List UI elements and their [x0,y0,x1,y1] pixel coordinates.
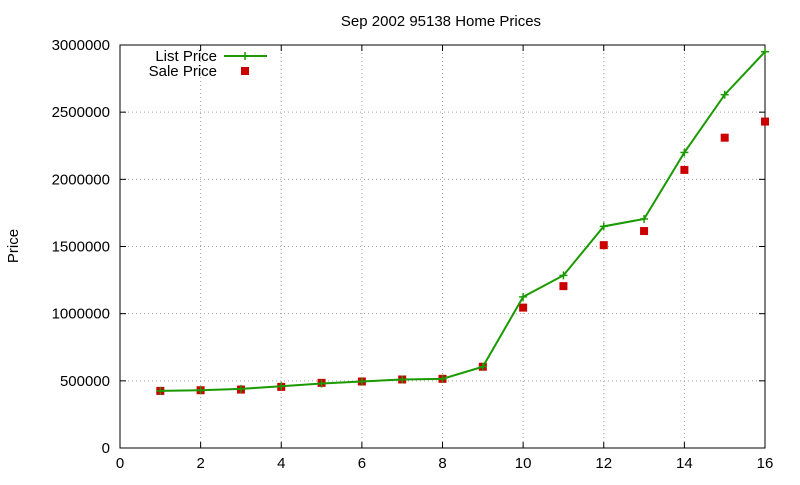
axes: 0 2 4 6 8 10 12 14 16 0 500000 1000000 1500000 200000… [52,37,774,472]
legend-marker-list-price [241,52,249,60]
y-tick-label: 0 [102,440,110,457]
legend: List Price Sale Price [149,48,267,80]
x-tick-label: 10 [515,455,532,472]
legend-plus-marker [241,52,249,60]
x-tick-label: 0 [116,455,124,472]
list-price-point [196,386,205,395]
plot-border [119,44,766,449]
list-price-point [236,384,245,393]
sale-price-point [559,282,568,291]
y-axis-label: Price [5,229,22,263]
y-tick-label: 2000000 [52,171,110,188]
list-price-line [160,51,766,392]
x-tick-label: 4 [277,455,285,472]
series-layer [156,47,769,395]
legend-square-marker [241,67,249,75]
y-tick-label: 500000 [60,373,110,390]
x-tick-label: 12 [595,455,612,472]
x-tick-label: 2 [196,455,204,472]
list-price-point [357,377,366,386]
y-tick-label: 3000000 [52,37,110,54]
y-tick-label: 1000000 [52,306,110,323]
list-price-point [317,379,326,388]
sale-price-point [680,165,689,174]
legend-label-sale-price: Sale Price [149,63,217,80]
legend-label-list-price: List Price [155,48,217,65]
list-price-point [156,386,165,395]
y-tick-label: 1500000 [52,239,110,256]
list-price-point [277,382,286,391]
list-price-point [599,222,608,231]
list-price-point [761,47,769,56]
x-tick-label: 8 [438,455,446,472]
grid [120,45,765,448]
list-price-point [680,148,689,157]
sale-price-point [640,227,649,236]
chart-title: Sep 2002 95138 Home Prices [341,13,541,30]
sale-price-point [761,117,769,126]
list-price-point [559,271,568,280]
x-tick-label: 14 [676,455,693,472]
list-price-point [478,362,487,371]
list-price-point [398,375,407,384]
legend-marker-sale-price [241,67,249,75]
sale-price-point [519,303,528,312]
list-price-point [438,374,447,383]
list-price-point [720,90,729,99]
x-tick-label: 16 [757,455,774,472]
x-tick-label: 6 [358,455,366,472]
sale-price-point [599,241,608,250]
list-price-point [519,292,528,301]
sale-price-point [720,133,729,142]
list-price-point [640,214,649,223]
y-tick-label: 2500000 [52,104,110,121]
